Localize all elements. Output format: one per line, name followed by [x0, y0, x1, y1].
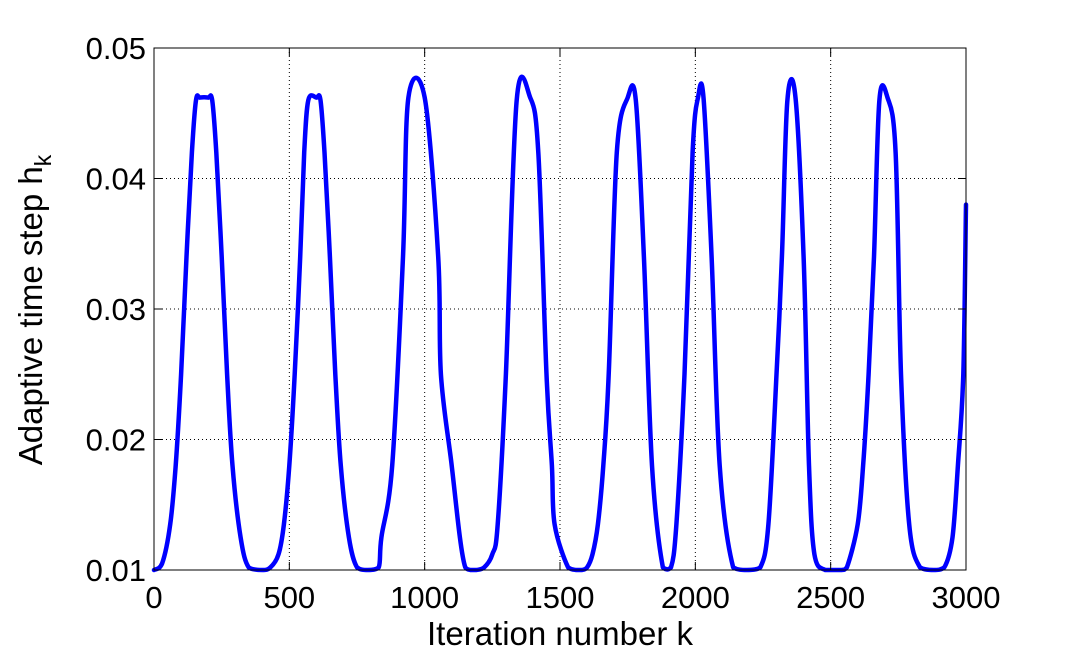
- y-tick-label: 0.05: [86, 31, 146, 66]
- y-tick-label: 0.03: [86, 292, 146, 327]
- x-tick-label: 2000: [661, 580, 730, 615]
- y-axis-title: Adaptive time step hk: [12, 154, 56, 465]
- x-tick-label: 3000: [932, 580, 1001, 615]
- axis-ticks: 0 500 1000 1500 2000 2500 3000 0.01 0.02 0.03 0.04…: [86, 31, 1001, 615]
- y-tick-label: 0.04: [86, 162, 146, 197]
- grid: [154, 48, 966, 570]
- x-tick-label: 1500: [526, 580, 595, 615]
- x-tick-label: 0: [145, 580, 162, 615]
- x-tick-label: 500: [263, 580, 315, 615]
- data-series: [151, 74, 969, 573]
- series-line-h-k: [151, 74, 969, 573]
- y-axis-title-subscript: k: [30, 154, 56, 166]
- x-tick-label: 1000: [390, 580, 459, 615]
- y-axis-title-main: Adaptive time step h: [12, 166, 49, 465]
- x-axis-title: Iteration number k: [427, 615, 693, 652]
- y-tick-label: 0.01: [86, 553, 146, 588]
- x-tick-label: 2500: [796, 580, 865, 615]
- y-tick-label: 0.02: [86, 423, 146, 458]
